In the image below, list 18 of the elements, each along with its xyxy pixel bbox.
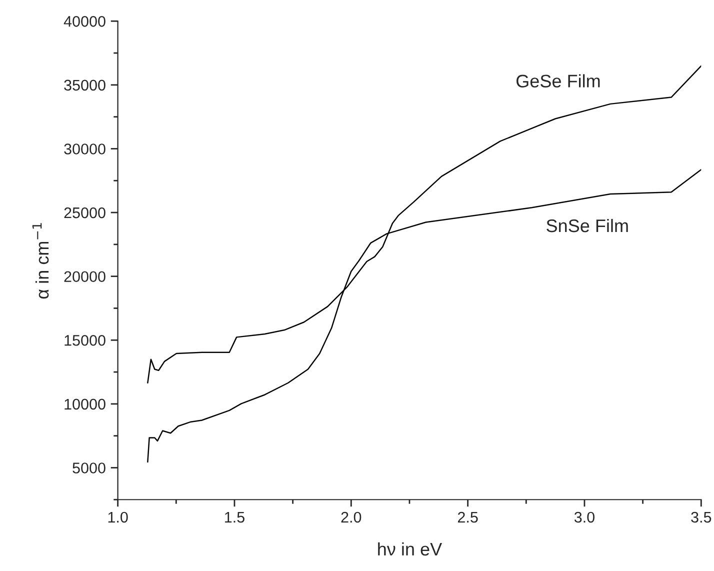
y-tick-label: 35000 xyxy=(64,80,106,91)
y-tick-label: 10000 xyxy=(64,398,106,410)
x-tick-label: 2.5 xyxy=(458,512,478,523)
series-label: SnSe Film xyxy=(546,218,628,232)
y-tick-label: 25000 xyxy=(64,207,106,218)
y-tick-label: 15000 xyxy=(64,334,106,346)
x-tick-label: 1.0 xyxy=(108,512,128,523)
y-tick-label: 20000 xyxy=(64,271,106,282)
y-tick-label: 40000 xyxy=(64,16,106,27)
y-tick-label: 30000 xyxy=(64,144,106,154)
x-tick-label: 3.0 xyxy=(574,512,595,523)
x-tick-label: 2.0 xyxy=(341,512,362,523)
y-tick-label: 5000 xyxy=(72,462,106,474)
series-label: GeSe Film xyxy=(516,74,600,88)
x-tick-label: 1.5 xyxy=(225,512,244,523)
y-axis-title: α in cm$^{−1}$ xyxy=(32,223,49,299)
x-axis-title: hν in eV xyxy=(378,542,442,556)
x-tick-label: 3.5 xyxy=(691,512,712,523)
